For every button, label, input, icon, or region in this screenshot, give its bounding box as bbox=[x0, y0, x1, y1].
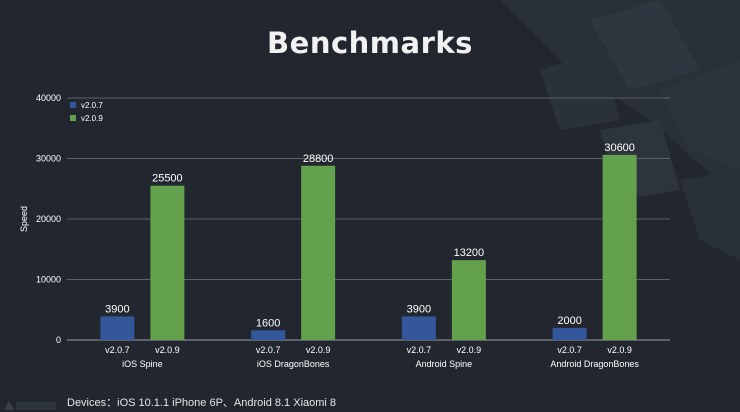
series-tick-label: v2.0.7 bbox=[256, 345, 281, 355]
bar-v209 bbox=[301, 165, 336, 340]
y-tick-label: 30000 bbox=[36, 154, 61, 164]
series-tick-label: v2.0.7 bbox=[407, 345, 432, 355]
bar-v209 bbox=[451, 260, 486, 340]
y-tick-label: 10000 bbox=[36, 275, 61, 285]
data-label: 3900 bbox=[105, 303, 129, 315]
series-tick-label: v2.0.7 bbox=[105, 345, 130, 355]
bar-v207 bbox=[401, 316, 436, 340]
bar-v207 bbox=[552, 327, 587, 340]
data-label: 28800 bbox=[303, 153, 334, 165]
data-label: 2000 bbox=[557, 315, 581, 327]
data-label: 3900 bbox=[407, 303, 431, 315]
data-label: 1600 bbox=[256, 317, 280, 329]
y-tick-label: 20000 bbox=[36, 214, 61, 224]
y-tick-label: 0 bbox=[56, 335, 61, 345]
x-category-label: Android Spine bbox=[416, 359, 473, 369]
series-tick-label: v2.0.9 bbox=[457, 345, 482, 355]
series-tick-label: v2.0.9 bbox=[607, 345, 632, 355]
legend-label: v2.0.9 bbox=[81, 114, 103, 123]
bar-v209 bbox=[602, 154, 637, 340]
y-axis-label: Speed bbox=[19, 206, 29, 232]
series-tick-label: v2.0.7 bbox=[557, 345, 582, 355]
data-label: 13200 bbox=[454, 247, 485, 259]
y-tick-label: 40000 bbox=[36, 93, 61, 103]
cocos-logo bbox=[4, 401, 56, 410]
data-label: 25500 bbox=[152, 173, 183, 185]
series-tick-label: v2.0.9 bbox=[155, 345, 180, 355]
legend-swatch bbox=[70, 115, 76, 121]
series-tick-label: v2.0.9 bbox=[306, 345, 331, 355]
x-category-label: iOS DragonBones bbox=[257, 359, 330, 369]
devices-footer: Devices：iOS 10.1.1 iPhone 6P、Android 8.1… bbox=[67, 397, 337, 409]
data-label: 30600 bbox=[604, 142, 635, 154]
bar-v209 bbox=[150, 185, 185, 340]
x-category-label: iOS Spine bbox=[122, 359, 163, 369]
bar-v207 bbox=[251, 330, 286, 340]
bar-v207 bbox=[100, 316, 135, 340]
legend-swatch bbox=[70, 102, 76, 108]
x-category-label: Android DragonBones bbox=[550, 359, 639, 369]
legend-label: v2.0.7 bbox=[81, 101, 103, 110]
page-title: Benchmarks bbox=[267, 26, 473, 60]
